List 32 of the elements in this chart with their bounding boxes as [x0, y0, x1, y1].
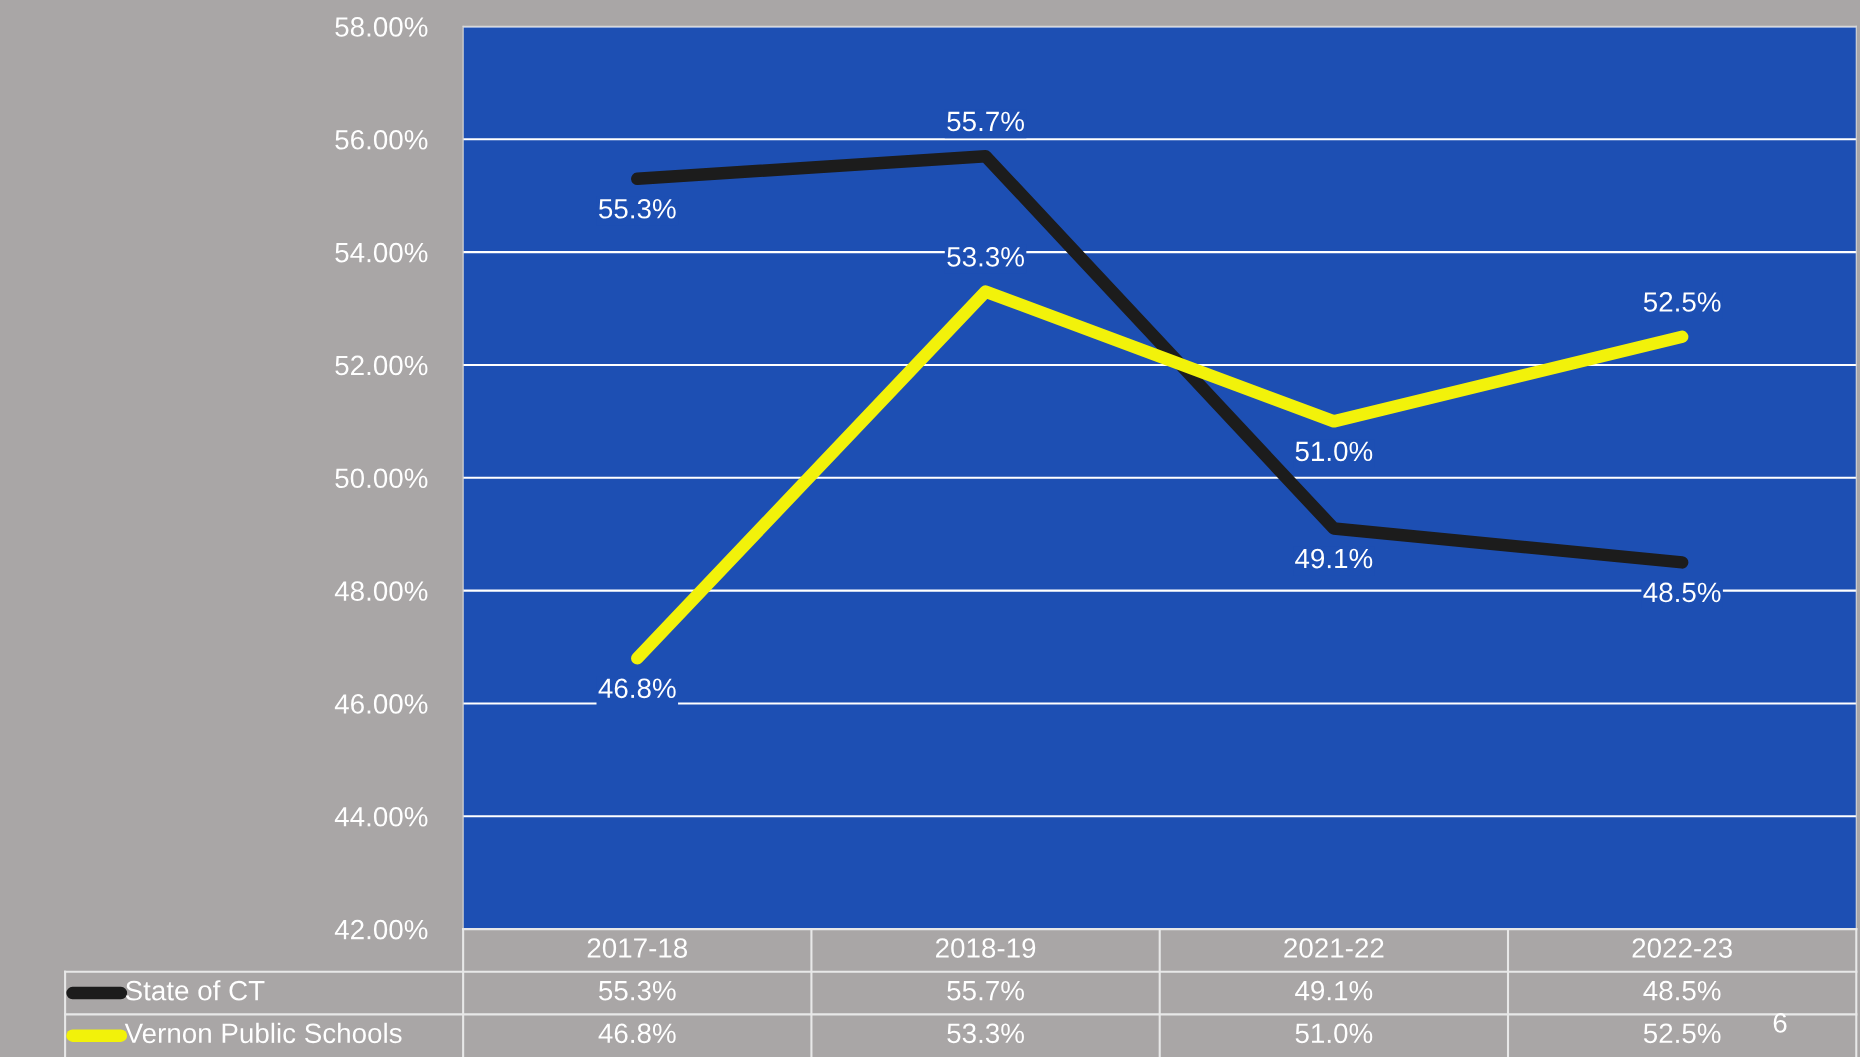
- y-tick-label: 42.00%: [334, 919, 428, 940]
- y-tick-label: 50.00%: [335, 468, 428, 489]
- text: 53.3%: [947, 246, 1024, 267]
- y-tick-label: 46.00%: [334, 694, 428, 714]
- data-label: 52.5%: [1643, 1023, 1721, 1044]
- x-tick-label: 2021-22: [1284, 938, 1384, 958]
- data-label: 55.3%: [599, 980, 676, 1001]
- y-tick-label: 52.00%: [335, 355, 428, 376]
- text: 49.1%: [1295, 548, 1373, 569]
- text: 52.5%: [1643, 292, 1721, 312]
- y-tick-label: 48.00%: [334, 581, 428, 601]
- y-tick-label: 58.00%: [335, 17, 428, 37]
- text: 46.8%: [598, 678, 676, 699]
- data-label: 53.3%: [947, 1023, 1024, 1044]
- data-label: 49.1%: [1295, 980, 1373, 1001]
- text: 51.0%: [1295, 441, 1373, 462]
- legend-label: Vernon Public Schools: [124, 1022, 402, 1044]
- data-label: 48.5%: [1643, 980, 1721, 1001]
- y-tick-label: 54.00%: [335, 242, 428, 263]
- text: 6: [1773, 1013, 1787, 1033]
- text: 55.7%: [947, 111, 1024, 132]
- data-label: 55.7%: [947, 980, 1024, 1001]
- y-tick-label: 56.00%: [335, 129, 428, 150]
- y-tick-label: 44.00%: [334, 806, 428, 827]
- text: 48.5%: [1643, 582, 1721, 603]
- text: 55.3%: [599, 198, 676, 219]
- legend-label: State of CT: [125, 980, 265, 1001]
- data-label: 46.8%: [598, 1023, 676, 1044]
- x-tick-label: 2022-23: [1632, 938, 1732, 958]
- x-tick-label: 2018-19: [936, 938, 1036, 958]
- data-label: 51.0%: [1295, 1023, 1373, 1044]
- x-tick-label: 2017-18: [587, 938, 688, 958]
